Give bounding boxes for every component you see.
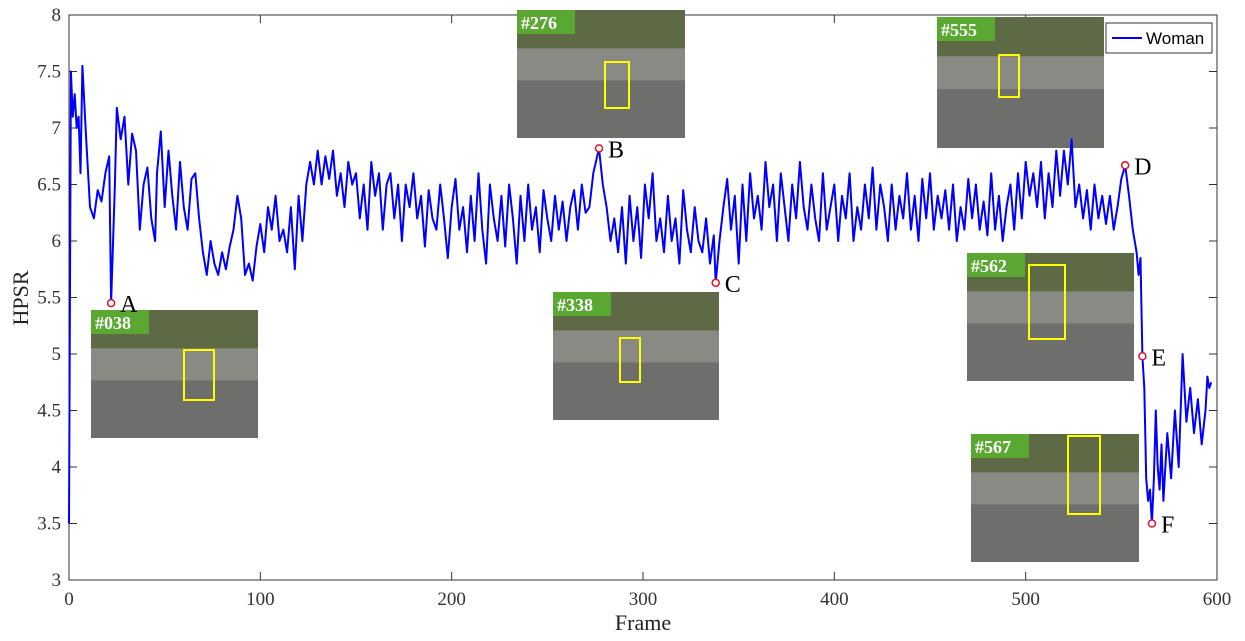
- inset-road: [967, 323, 1134, 381]
- y-tick-label: 5: [52, 344, 62, 365]
- annotation-point: [594, 144, 604, 153]
- inset-road: [553, 362, 719, 420]
- annotation-point: [1147, 519, 1157, 528]
- inset-label-bg: [971, 434, 1029, 458]
- inset-label-bg: [553, 292, 611, 316]
- inset-label: #276: [521, 13, 557, 33]
- annotation-point: [1120, 161, 1130, 170]
- legend-box: [1105, 22, 1213, 54]
- inset-label-bg: [967, 253, 1025, 277]
- y-tick-label: 3.5: [37, 514, 61, 535]
- y-tick-label: 6.5: [37, 175, 61, 196]
- annotation-point: [1138, 352, 1147, 361]
- x-tick-label: 500: [1011, 589, 1040, 610]
- data-line: [68, 64, 1213, 525]
- y-tick-label: 7: [52, 118, 62, 139]
- y-tick-label: 4: [52, 457, 62, 478]
- inset-target-box: [1067, 435, 1101, 515]
- inset-label: #562: [971, 256, 1007, 276]
- annotation-label: C: [725, 272, 741, 298]
- inset-target-box: [604, 61, 630, 109]
- annotation-label: A: [120, 292, 138, 318]
- annotation-label: E: [1151, 345, 1166, 371]
- y-tick-label: 4.5: [37, 401, 61, 422]
- annotation-point: [106, 298, 116, 308]
- annotation-label: B: [608, 137, 624, 163]
- legend-label: Woman: [1146, 29, 1204, 48]
- inset-label: #038: [95, 313, 131, 333]
- annotation-label: D: [1134, 154, 1151, 180]
- y-tick-label: 3: [52, 570, 62, 591]
- inset-road: [517, 80, 685, 138]
- inset-road: [937, 89, 1104, 148]
- x-tick-label: 600: [1203, 589, 1232, 610]
- x-tick-label: 400: [820, 589, 849, 610]
- x-tick-label: 0: [64, 589, 74, 610]
- inset-road: [971, 504, 1139, 562]
- x-tick-label: 100: [246, 589, 275, 610]
- y-axis-label: HPSR: [8, 270, 33, 325]
- inset-road: [91, 380, 258, 438]
- x-tick-label: 200: [437, 589, 466, 610]
- annotation-label: F: [1161, 513, 1174, 539]
- x-axis-label: Frame: [615, 610, 671, 635]
- inset-label: #555: [941, 20, 977, 40]
- legend: Woman: [1105, 22, 1213, 54]
- x-tick-label: 300: [629, 589, 658, 610]
- inset-label-bg: [517, 10, 575, 34]
- inset-label-bg: [91, 310, 149, 334]
- y-tick-label: 6: [52, 231, 62, 252]
- inset-label: #338: [557, 295, 593, 315]
- inset-target-box: [619, 337, 641, 383]
- inset-target-box: [1028, 264, 1066, 340]
- y-tick-label: 5.5: [37, 288, 61, 309]
- inset-target-box: [998, 54, 1020, 98]
- inset-label-bg: [937, 17, 995, 41]
- y-tick-label: 7.5: [37, 62, 61, 83]
- inset-label: #567: [975, 437, 1011, 457]
- annotation-point: [711, 278, 720, 288]
- y-tick-label: 8: [52, 5, 62, 26]
- inset-target-box: [183, 349, 215, 401]
